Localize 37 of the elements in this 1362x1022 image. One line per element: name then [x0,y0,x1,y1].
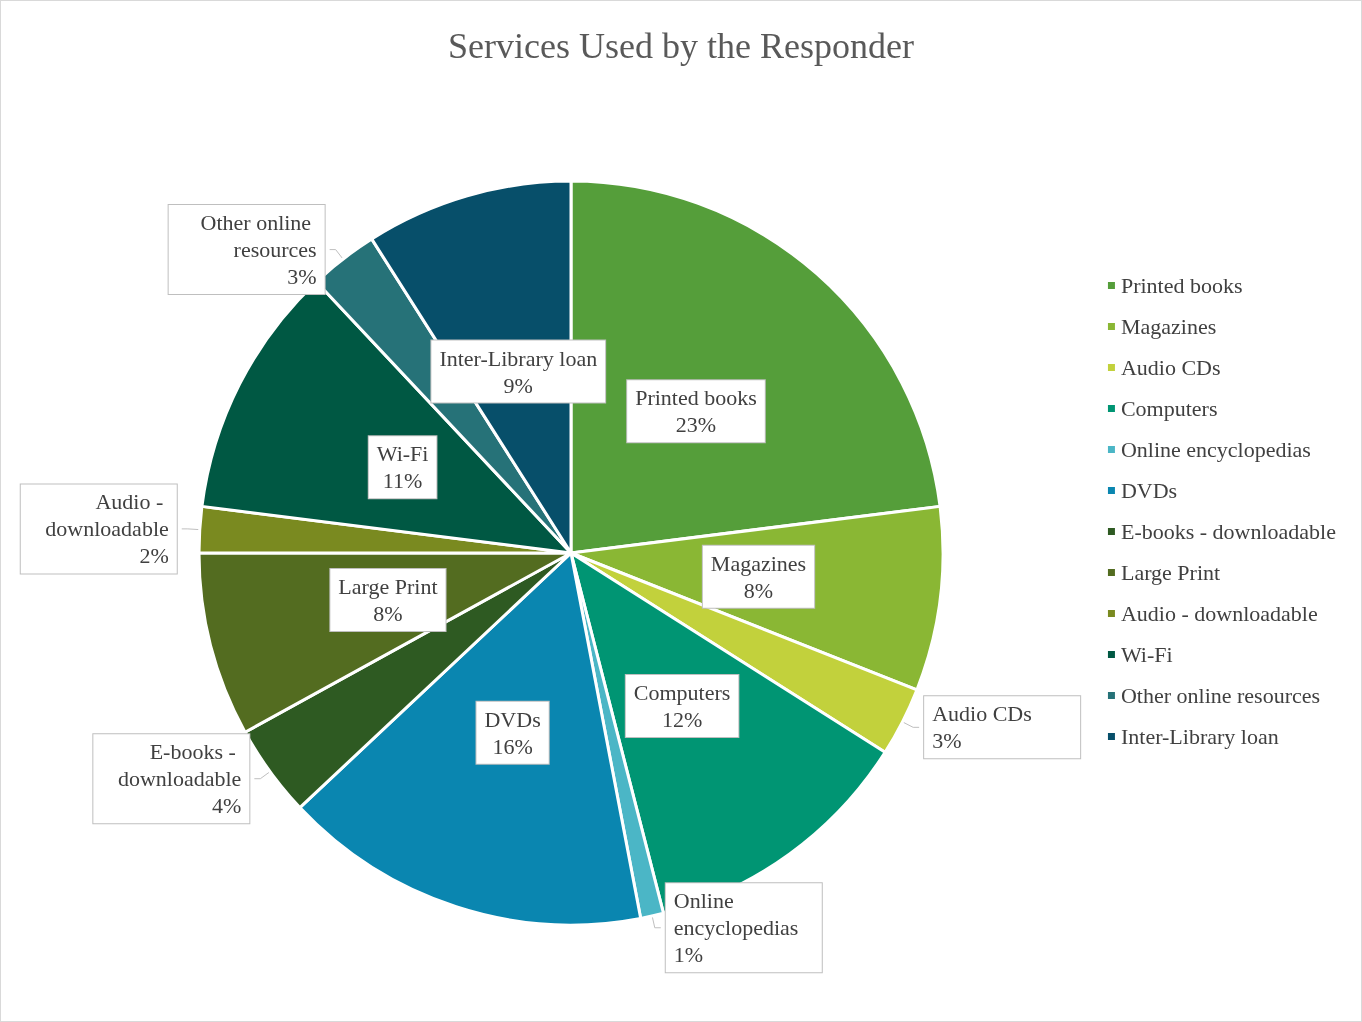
data-label: 9% [503,372,533,398]
data-label: 3% [932,728,962,754]
legend-label: Magazines [1120,314,1217,339]
slice-label: Computers [633,679,731,705]
slice-label: Printed books [635,385,757,411]
data-label: 8% [373,601,403,626]
slice-label: Wi-Fi [376,441,429,467]
legend-label: Computers [1120,396,1218,421]
slice-label: E-books - downloadable [117,739,242,792]
legend-label: Large Print [1120,560,1221,585]
legend-label: Inter-Library loan [1120,724,1279,749]
legend-label: Audio - downloadable [1120,601,1318,626]
data-label: 12% [661,706,703,732]
slice-label: Inter-Library loan [439,345,598,371]
legend-label: Online encyclopedias [1120,437,1311,462]
data-label: 23% [675,412,717,438]
slice-label: Online encyclopedias [673,888,799,941]
legend-label: DVDs [1120,478,1178,503]
data-label: 3% [287,264,317,290]
slice-label: DVDs [484,706,541,732]
legend-label: Audio CDs [1120,355,1221,380]
legend-label: E-books - downloadable [1120,519,1336,544]
data-label: 1% [673,942,704,968]
data-label: 16% [492,733,533,759]
data-label: 11% [382,468,423,494]
legend-label: Printed books [1120,273,1243,298]
slice-label: Audio - downloadable [45,489,169,542]
data-label: 8% [743,577,774,603]
slice-label: Large Print [338,574,438,599]
slice-label: Other online resources [200,210,317,263]
chart-title: Services Used by the Responder [448,26,914,66]
data-label: 2% [139,543,169,569]
legend-label: Wi-Fi [1120,642,1173,667]
data-label: 4% [212,793,242,819]
slice-label: Audio CDs [932,701,1032,727]
slice-label: Magazines [710,550,807,576]
legend-label: Other online resources [1120,683,1321,708]
